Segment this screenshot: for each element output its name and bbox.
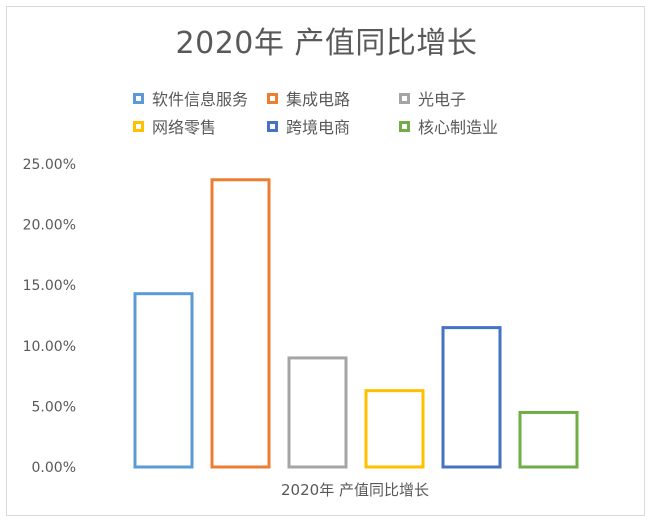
- bar-5: [441, 326, 502, 469]
- legend-swatch-software: [133, 92, 144, 104]
- bar-6: [518, 410, 579, 469]
- legend-item-software: 软件信息服务: [133, 86, 248, 110]
- chart-legend: 软件信息服务 集成电路 光电子 网络零售 跨境电商 核心制造业: [0, 0, 653, 150]
- legend-swatch-cross-border: [267, 120, 278, 132]
- legend-item-ic: 集成电路: [267, 86, 350, 110]
- legend-label-optoelectronics: 光电子: [418, 90, 467, 109]
- y-tick-label: 5.00%: [32, 399, 76, 415]
- y-tick-label: 25.00%: [23, 157, 76, 173]
- y-tick-label: 20.00%: [23, 218, 76, 234]
- chart-title: 2020年 产值同比增长: [175, 26, 478, 61]
- y-axis: 0.00% 5.00% 10.00% 15.00% 20.00% 25.00%: [23, 157, 76, 476]
- y-tick-label: 15.00%: [23, 278, 76, 294]
- bars-group: [133, 178, 579, 469]
- legend-label-cross-border: 跨境电商: [286, 118, 351, 137]
- bar-3: [287, 356, 348, 469]
- bar-1: [133, 292, 194, 469]
- bar-2: [210, 178, 271, 469]
- legend-item-cross-border: 跨境电商: [267, 114, 350, 138]
- legend-label-ic: 集成电路: [286, 90, 351, 109]
- legend-item-manufacturing: 核心制造业: [399, 114, 498, 138]
- legend-item-optoelectronics: 光电子: [399, 86, 466, 110]
- x-category-label: 2020年 产值同比增长: [281, 481, 429, 499]
- legend-label-online-retail: 网络零售: [152, 118, 217, 137]
- legend-swatch-optoelectronics: [399, 92, 410, 104]
- legend-label-manufacturing: 核心制造业: [418, 118, 499, 137]
- legend-item-online-retail: 网络零售: [133, 114, 216, 138]
- y-tick-label: 0.00%: [32, 460, 76, 476]
- bar-4: [364, 389, 425, 469]
- y-tick-label: 10.00%: [23, 339, 76, 355]
- legend-swatch-online-retail: [133, 120, 144, 132]
- legend-label-software: 软件信息服务: [152, 90, 249, 109]
- legend-swatch-manufacturing: [399, 120, 410, 132]
- legend-swatch-ic: [267, 92, 278, 104]
